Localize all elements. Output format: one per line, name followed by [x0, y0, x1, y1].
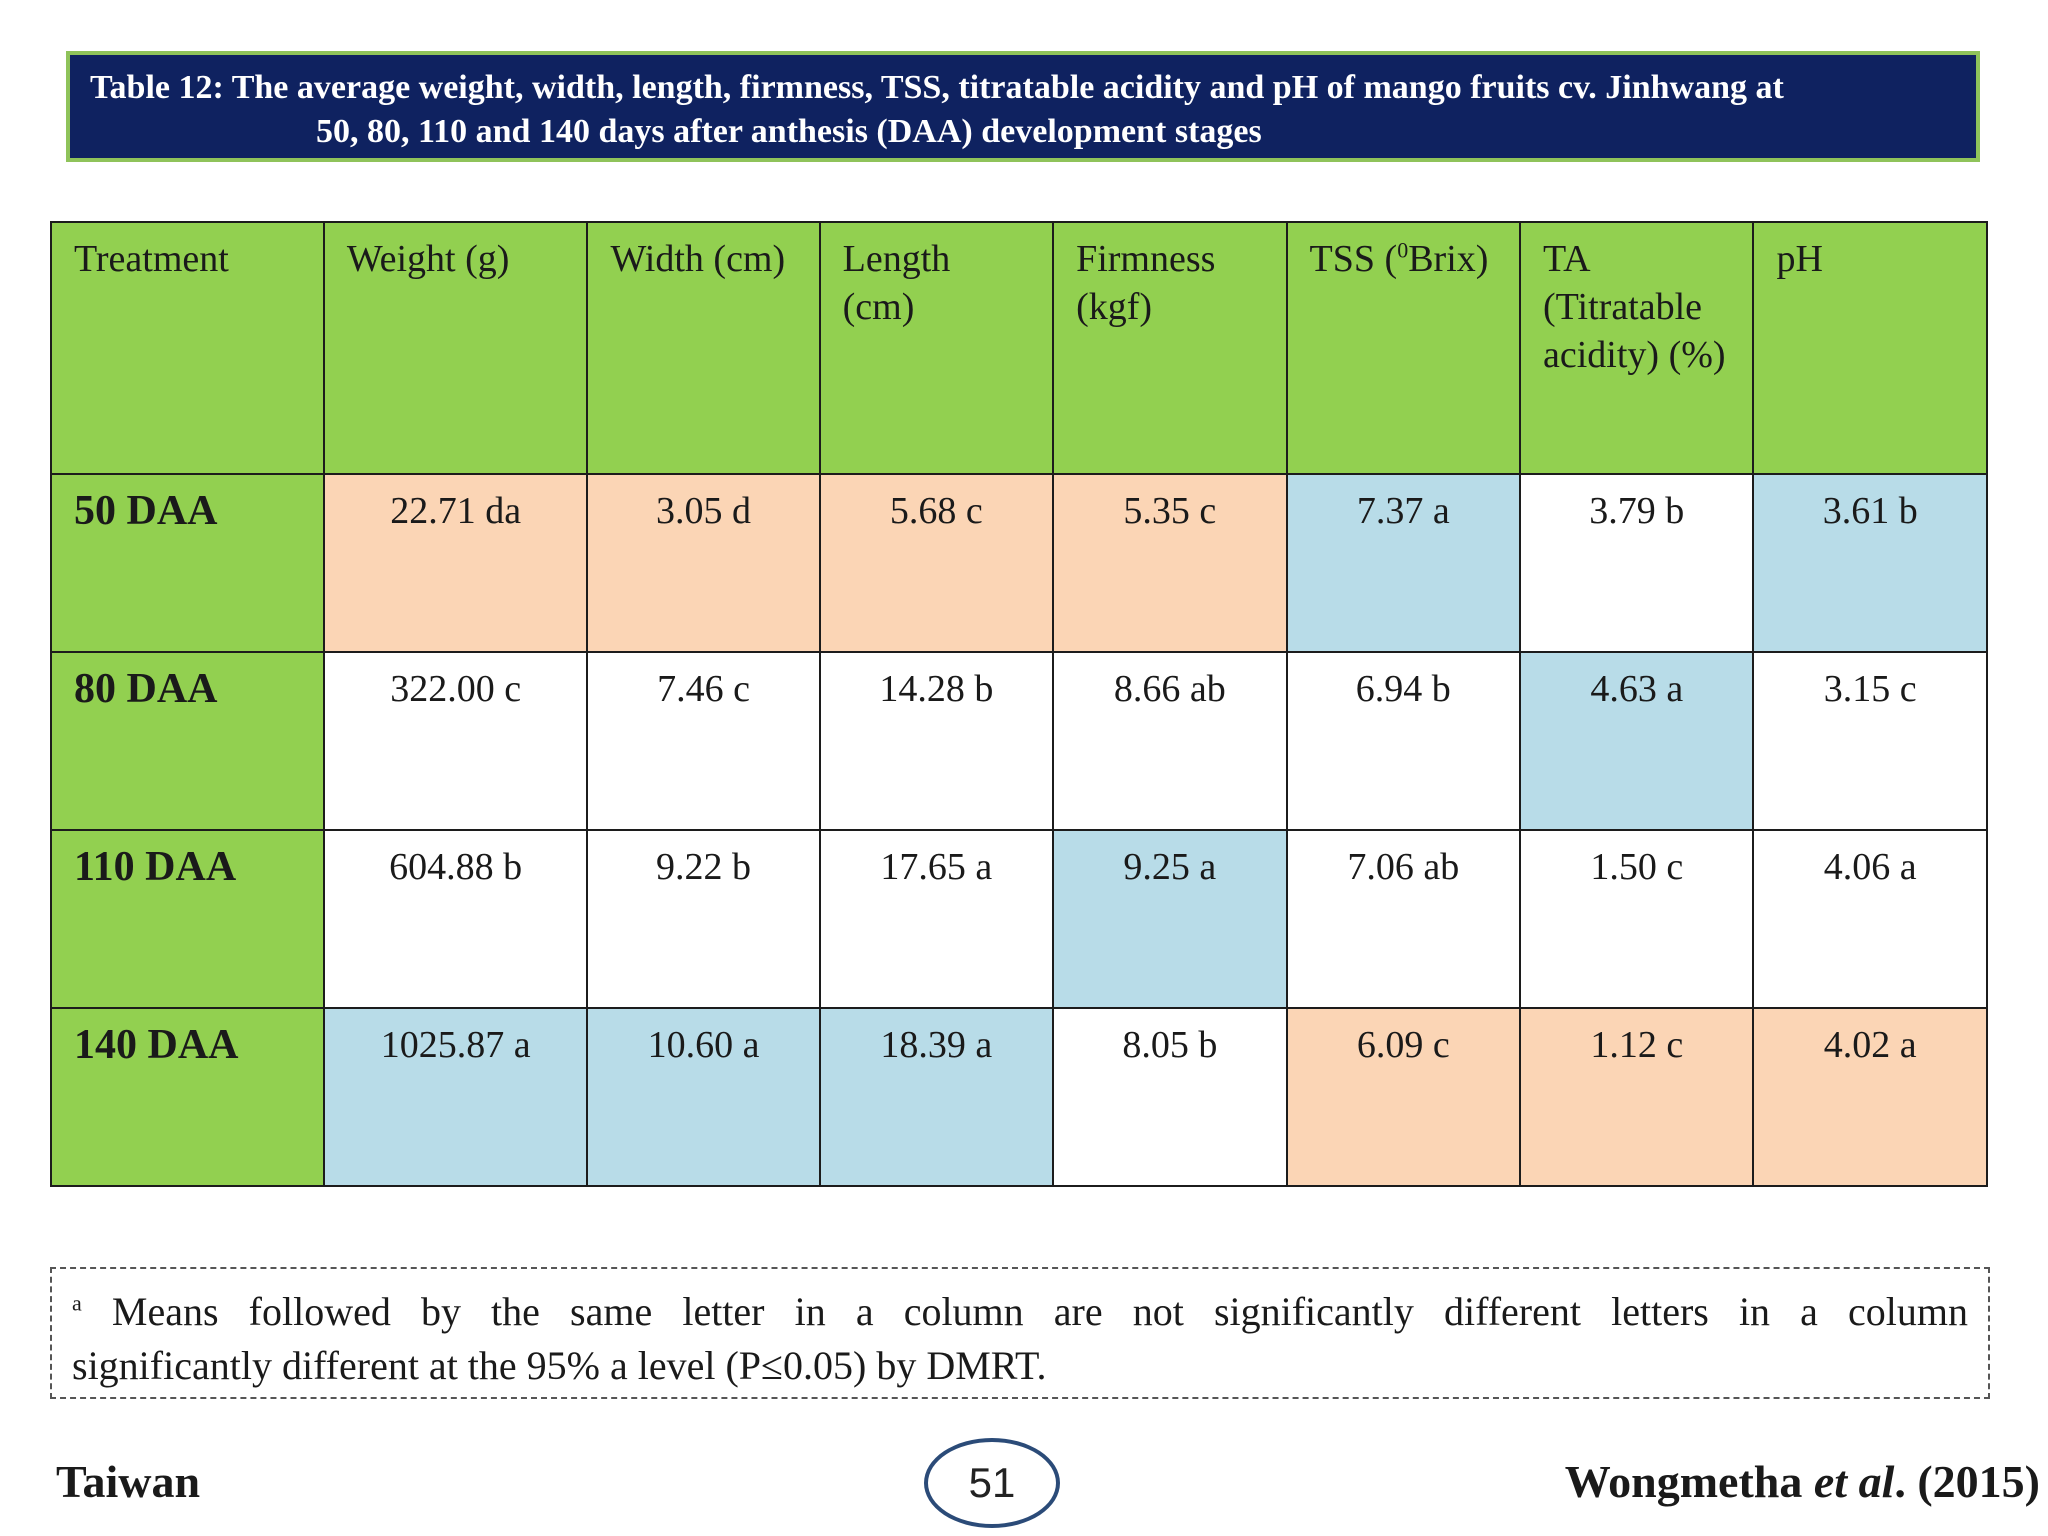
header-length: Length (cm): [818, 221, 1055, 475]
table-cell: 7.37 a: [1285, 473, 1522, 653]
citation-year: . (2015): [1894, 1456, 2040, 1507]
header-ph: pH: [1752, 221, 1988, 475]
table-cell: 6.94 b: [1285, 651, 1522, 831]
footnote-text-1: Means followed by the same letter in a c…: [111, 1289, 1969, 1334]
footer-citation: Wongmetha et al. (2015): [1565, 1455, 2040, 1508]
footer-country: Taiwan: [56, 1456, 201, 1507]
table-cell: 4.63 a: [1519, 651, 1755, 831]
table-cell: 322.00 c: [322, 651, 589, 831]
citation-author: Wongmetha: [1564, 1456, 1814, 1507]
row-label: 110 DAA: [50, 829, 325, 1009]
footnote-marker: a: [72, 1290, 82, 1316]
table-cell: 3.61 b: [1752, 473, 1988, 653]
table-cell: 9.25 a: [1052, 829, 1288, 1009]
header-tss-prefix: TSS (: [1309, 238, 1398, 280]
table-cell: 3.05 d: [586, 473, 821, 653]
table-cell: 5.35 c: [1052, 473, 1288, 653]
table-cell: 1.12 c: [1519, 1007, 1755, 1187]
header-ta: TA (Titratable acidity) (%): [1519, 221, 1755, 475]
footnote: a Means followed by the same letter in a…: [50, 1267, 1990, 1399]
row-label: 80 DAA: [50, 651, 325, 831]
header-width: Width (cm): [586, 221, 821, 475]
table-cell: 604.88 b: [322, 829, 589, 1009]
data-table: Treatment Weight (g) Width (cm) Length (…: [50, 221, 1988, 1187]
table-cell: 14.28 b: [818, 651, 1055, 831]
table-cell: 4.02 a: [1752, 1007, 1988, 1187]
table-cell: 1025.87 a: [322, 1007, 589, 1187]
table-cell: 22.71 da: [322, 473, 589, 653]
table-row: 80 DAA 322.00 c 7.46 c 14.28 b 8.66 ab 6…: [50, 651, 1988, 831]
header-treatment: Treatment: [50, 221, 325, 475]
citation-etal: et al: [1813, 1456, 1895, 1507]
table-cell: 7.46 c: [586, 651, 821, 831]
table-header-row: Treatment Weight (g) Width (cm) Length (…: [50, 221, 1988, 475]
table-cell: 8.66 ab: [1052, 651, 1288, 831]
table-row: 140 DAA 1025.87 a 10.60 a 18.39 a 8.05 b…: [50, 1007, 1988, 1187]
header-firmness: Firmness (kgf): [1052, 221, 1288, 475]
table-cell: 8.05 b: [1052, 1007, 1288, 1187]
table-cell: 5.68 c: [818, 473, 1055, 653]
footnote-line-2: significantly different at the 95% a lev…: [72, 1343, 1047, 1388]
row-label: 50 DAA: [50, 473, 325, 653]
page-number: 51: [924, 1438, 1060, 1528]
table-title: Table 12: The average weight, width, len…: [66, 51, 1980, 162]
table-title-line-2: 50, 80, 110 and 140 days after anthesis …: [316, 113, 1262, 150]
header-tss: TSS (0Brix): [1285, 221, 1522, 475]
header-weight: Weight (g): [322, 221, 589, 475]
table-row: 110 DAA 604.88 b 9.22 b 17.65 a 9.25 a 7…: [50, 829, 1988, 1009]
table-cell: 1.50 c: [1519, 829, 1755, 1009]
table-cell: 6.09 c: [1285, 1007, 1522, 1187]
table-row: 50 DAA 22.71 da 3.05 d 5.68 c 5.35 c 7.3…: [50, 473, 1988, 653]
table-cell: 7.06 ab: [1285, 829, 1522, 1009]
table-cell: 17.65 a: [818, 829, 1055, 1009]
table-cell: 3.15 c: [1752, 651, 1988, 831]
table-cell: 4.06 a: [1752, 829, 1988, 1009]
table-cell: 3.79 b: [1519, 473, 1755, 653]
header-tss-suffix: Brix): [1408, 238, 1489, 280]
header-tss-sup: 0: [1397, 237, 1409, 263]
table-title-line-1: Table 12: The average weight, width, len…: [90, 69, 1784, 106]
footnote-line-1: a Means followed by the same letter in a…: [72, 1285, 1968, 1339]
table-cell: 9.22 b: [586, 829, 821, 1009]
table-cell: 10.60 a: [586, 1007, 821, 1187]
table-cell: 18.39 a: [818, 1007, 1055, 1187]
row-label: 140 DAA: [50, 1007, 325, 1187]
